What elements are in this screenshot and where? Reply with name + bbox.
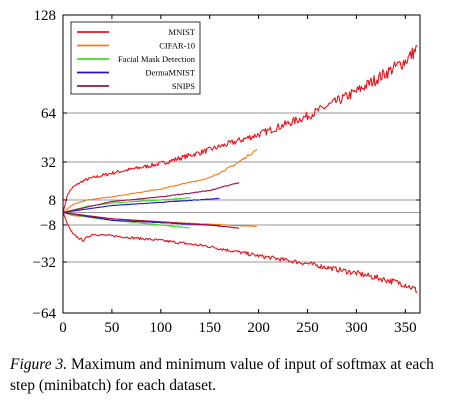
x-tick-label: 0 — [59, 320, 67, 336]
series-cifar-10-max — [62, 148, 258, 213]
y-tick-label: −8 — [40, 218, 56, 234]
legend-label: MNIST — [169, 27, 196, 37]
x-tick-label: 50 — [104, 320, 119, 336]
grid-lines — [63, 112, 420, 263]
series-mnist-min — [62, 212, 418, 293]
series-lines — [62, 44, 418, 293]
series-snips-max — [62, 181, 240, 214]
y-tick-label: 128 — [34, 8, 57, 24]
x-tick-label: 100 — [150, 320, 173, 336]
legend-box — [70, 21, 201, 95]
legend-label: CIFAR-10 — [159, 41, 195, 51]
figure-label: Figure 3. — [10, 356, 68, 373]
y-tick-label: 8 — [49, 193, 57, 209]
y-tick-label: 32 — [41, 155, 56, 171]
caption-text: Maximum and minimum value of input of so… — [10, 356, 434, 394]
y-tick-label: −64 — [33, 306, 57, 322]
x-tick-label: 150 — [198, 320, 221, 336]
legend: MNIST CIFAR-10 Facial Mask Detection DermaM… — [70, 21, 201, 95]
x-tick-label: 250 — [296, 320, 319, 336]
softmax-input-chart: 0 50 100 150 200 250 300 350 −64 −32 −8 8 32 64 128 MN… — [33, 8, 421, 336]
legend-label: DermaMNIST — [145, 68, 195, 78]
series-snips-min — [62, 211, 240, 229]
axis-ticks: 0 50 100 150 200 250 300 350 −64 −32 −8 8 32 64 128 — [33, 8, 420, 336]
series-dermamnist-max — [62, 197, 220, 214]
x-tick-label: 300 — [345, 320, 368, 336]
series-facial-mask-detection-max — [62, 196, 191, 214]
figure-caption: Figure 3. Maximum and minimum value of i… — [10, 354, 446, 396]
y-tick-label: 64 — [41, 106, 57, 122]
x-tick-label: 200 — [247, 320, 270, 336]
series-facial-mask-detection-min — [62, 211, 191, 229]
legend-label: SNIPS — [172, 81, 195, 91]
legend-label: Facial Mask Detection — [118, 54, 196, 64]
plot-frame — [62, 14, 421, 314]
y-tick-label: −32 — [33, 255, 56, 271]
x-tick-label: 350 — [394, 320, 417, 336]
series-mnist-max — [62, 44, 418, 213]
